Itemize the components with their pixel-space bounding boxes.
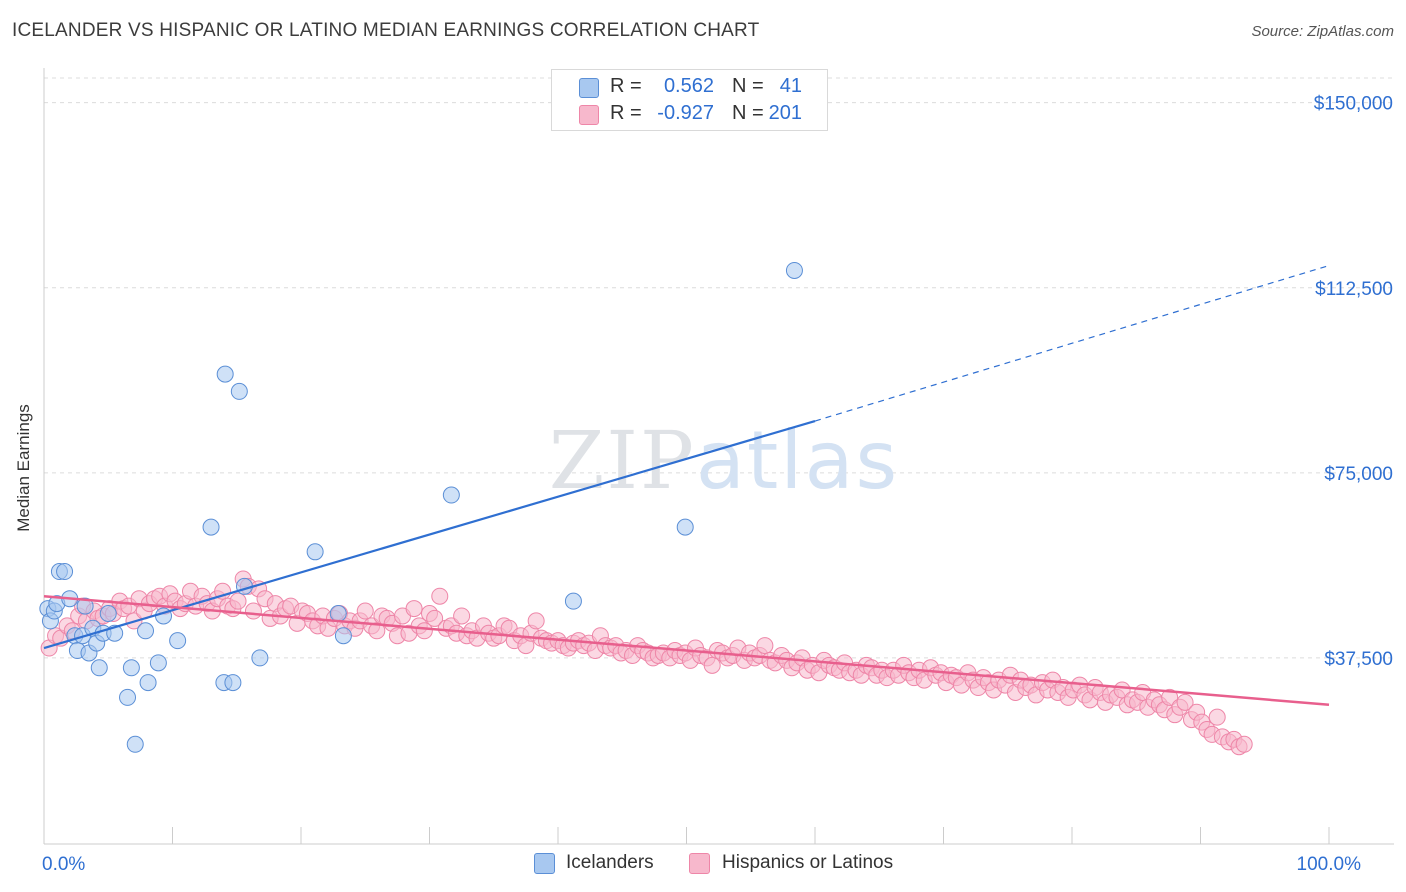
axis-layer	[43, 68, 1394, 845]
hispanic-point	[453, 607, 471, 625]
y-tick-label: $75,000	[1324, 464, 1393, 485]
hispanic-point	[756, 637, 774, 655]
hispanics-trend-line	[43, 594, 1330, 707]
hispanics-legend-swatch	[689, 853, 710, 874]
hispanic-point	[244, 602, 262, 620]
trend-layer	[43, 264, 1330, 707]
r-label: R =	[610, 102, 642, 124]
icelander-point	[139, 674, 157, 692]
hispanic-point	[703, 656, 721, 674]
hispanic-point	[368, 622, 386, 640]
icelander-point	[334, 627, 352, 645]
y-tick-label: $112,500	[1315, 279, 1393, 300]
icelanders-trend-line	[43, 419, 816, 650]
hispanic-point	[1235, 735, 1253, 753]
icelander-point	[785, 261, 803, 279]
icelander-point	[329, 605, 347, 622]
r-value: 0.562	[663, 75, 714, 97]
icelanders-trend-extension	[814, 264, 1330, 422]
icelander-point	[119, 688, 137, 706]
r-value: -0.927	[657, 102, 714, 124]
icelander-point	[76, 597, 94, 615]
icelander-point	[676, 518, 694, 536]
icelander-point	[564, 592, 582, 610]
hispanic-point	[229, 592, 247, 610]
icelander-point	[230, 382, 248, 400]
icelanders-swatch	[579, 78, 599, 98]
icelander-point	[122, 659, 140, 677]
icelanders-legend-label: Icelanders	[566, 852, 654, 873]
correlation-legend: R = 0.562 N = 41 R = -0.927 N = 201	[551, 69, 828, 131]
hispanic-point	[356, 602, 374, 620]
n-value: 201	[768, 102, 802, 124]
hispanics-legend-label: Hispanics or Latinos	[722, 852, 894, 873]
hispanic-point	[426, 609, 444, 627]
r-label: R =	[610, 75, 642, 97]
icelander-point	[90, 659, 108, 677]
icelander-point	[202, 518, 220, 536]
hispanic-point	[1208, 708, 1226, 726]
icelander-point	[137, 622, 155, 640]
icelander-point	[99, 605, 117, 622]
y-tick-label: $37,500	[1324, 649, 1393, 670]
points-layer	[39, 261, 1253, 756]
icelander-point	[56, 563, 74, 581]
hispanic-point	[431, 587, 449, 605]
chart-title: ICELANDER VS HISPANIC OR LATINO MEDIAN E…	[12, 20, 760, 41]
watermark: ZIPatlas	[549, 414, 899, 507]
watermark-layer: ZIPatlas	[549, 414, 899, 507]
n-value: 41	[779, 75, 802, 97]
n-label: N =	[732, 75, 764, 97]
legend-row-hispanics: R = -0.927 N = 201	[552, 101, 827, 127]
x-tick-label: 100.0%	[1297, 854, 1362, 875]
legend-row-icelanders: R = 0.562 N = 41	[552, 74, 827, 100]
icelander-point	[126, 735, 144, 753]
n-label: N =	[732, 102, 764, 124]
hispanic-point	[1161, 688, 1179, 706]
icelanders-legend-swatch	[534, 853, 555, 874]
icelander-point	[216, 365, 234, 383]
hispanic-point	[405, 600, 423, 618]
icelander-point	[251, 649, 269, 667]
y-axis-label: Median Earnings	[14, 404, 33, 532]
hispanics-swatch	[579, 105, 599, 125]
x-tick-label: 0.0%	[42, 854, 85, 875]
icelander-point	[442, 486, 460, 504]
icelander-point	[149, 654, 167, 672]
icelander-point	[169, 632, 187, 650]
label-layer: $37,500 $75,000 $112,500 $150,000 0.0% 100.0%	[42, 94, 1393, 875]
hispanic-point	[1176, 693, 1194, 711]
icelander-point	[224, 674, 242, 692]
source-label: Source: ZipAtlas.com	[1251, 23, 1394, 40]
grid-layer	[44, 77, 1394, 659]
icelander-point	[306, 543, 324, 561]
hispanic-point	[527, 612, 545, 630]
y-tick-label: $150,000	[1314, 94, 1393, 115]
